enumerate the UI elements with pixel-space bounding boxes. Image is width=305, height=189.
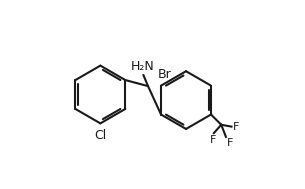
Text: F: F bbox=[227, 138, 233, 148]
Text: F: F bbox=[210, 135, 216, 145]
Text: H₂N: H₂N bbox=[131, 60, 154, 74]
Text: Br: Br bbox=[158, 68, 172, 81]
Text: F: F bbox=[232, 122, 239, 132]
Text: Cl: Cl bbox=[94, 129, 106, 142]
